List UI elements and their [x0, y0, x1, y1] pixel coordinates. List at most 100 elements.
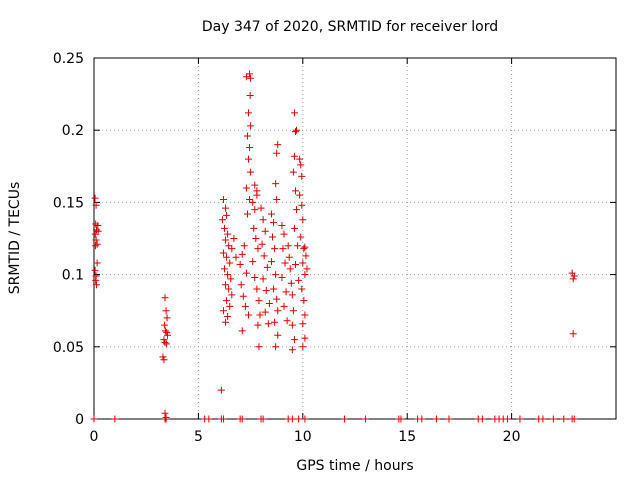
- data-point: [570, 415, 578, 423]
- data-point: [161, 338, 169, 346]
- data-point: [261, 308, 269, 316]
- data-point: [301, 243, 309, 251]
- data-point: [251, 206, 259, 214]
- plot-frame: [93, 57, 617, 420]
- data-point: [272, 343, 280, 351]
- data-point: [279, 245, 287, 253]
- data-point: [93, 226, 101, 234]
- data-point: [92, 276, 100, 284]
- data-point: [284, 242, 292, 250]
- data-point: [254, 245, 262, 253]
- axis-ticks: 0 5 10 15 20 0 0.05 0.1 0.15 0.2 0.25: [53, 51, 616, 445]
- data-point: [232, 253, 240, 261]
- data-point: [298, 285, 306, 293]
- data-point: [246, 70, 254, 78]
- data-point: [299, 216, 307, 224]
- chart-title: Day 347 of 2020, SRMTID for receiver lor…: [202, 19, 498, 35]
- data-point: [291, 260, 299, 268]
- data-point: [221, 224, 228, 232]
- data-point: [91, 230, 99, 238]
- data-point: [278, 222, 286, 230]
- data-point: [549, 415, 557, 423]
- data-point: [286, 265, 294, 273]
- data-point: [217, 386, 225, 394]
- data-point: [223, 253, 231, 261]
- data-point: [162, 415, 170, 423]
- data-point: [241, 302, 249, 310]
- data-point: [280, 230, 288, 238]
- data-point: [219, 249, 227, 257]
- data-point: [161, 321, 169, 329]
- data-point: [560, 415, 568, 423]
- data-point: [293, 206, 301, 214]
- data-point: [159, 353, 167, 361]
- data-point: [228, 291, 236, 299]
- data-point: [290, 109, 298, 117]
- data-point: [297, 161, 305, 169]
- data-point: [224, 312, 232, 320]
- data-point: [297, 233, 305, 241]
- data-point: [289, 307, 297, 315]
- data-point: [301, 415, 309, 423]
- data-point: [299, 320, 307, 328]
- data-point: [569, 330, 577, 338]
- data-point: [258, 240, 266, 248]
- x-tick-label: 15: [398, 429, 416, 445]
- data-point: [270, 285, 278, 293]
- data-point: [219, 307, 227, 315]
- data-point: [290, 224, 298, 232]
- data-point: [160, 336, 168, 344]
- data-point: [163, 328, 171, 336]
- data-point: [223, 211, 231, 219]
- data-point: [263, 263, 271, 271]
- data-point: [265, 299, 273, 307]
- data-point: [253, 285, 261, 293]
- data-point: [288, 291, 296, 299]
- data-point: [341, 415, 349, 423]
- data-point: [250, 224, 258, 232]
- y-tick-label: 0.05: [53, 340, 84, 356]
- data-point: [222, 204, 230, 212]
- data-point: [274, 331, 282, 339]
- data-point: [161, 294, 169, 302]
- data-point: [222, 318, 230, 326]
- data-point: [267, 210, 275, 218]
- data-point: [299, 259, 307, 267]
- data-point: [221, 265, 228, 273]
- data-point: [300, 245, 308, 253]
- grid-lines: [94, 58, 616, 419]
- data-point: [227, 275, 235, 283]
- data-point: [223, 297, 231, 305]
- data-point: [239, 292, 247, 300]
- data-point: [255, 343, 263, 351]
- data-point: [247, 122, 255, 130]
- data-point: [290, 336, 298, 344]
- data-point: [219, 415, 227, 423]
- data-point: [261, 227, 269, 235]
- x-axis-label: GPS time / hours: [296, 458, 413, 474]
- data-point: [303, 265, 311, 273]
- data-points: [90, 70, 578, 423]
- data-point: [539, 415, 547, 423]
- data-point: [255, 297, 263, 305]
- data-point: [269, 233, 277, 241]
- data-point: [230, 235, 238, 242]
- data-point: [294, 242, 302, 250]
- data-point: [205, 415, 213, 423]
- data-point: [222, 236, 230, 244]
- data-point: [225, 242, 233, 250]
- data-point: [247, 168, 255, 176]
- data-point: [242, 269, 250, 277]
- x-tick-label: 0: [90, 429, 99, 445]
- data-point: [291, 187, 299, 195]
- x-tick-label: 5: [194, 429, 203, 445]
- data-point: [280, 302, 288, 310]
- data-point: [478, 415, 486, 423]
- data-point: [247, 74, 255, 82]
- data-point: [288, 321, 296, 329]
- data-point: [259, 415, 267, 423]
- y-tick-label: 0.25: [53, 51, 84, 67]
- data-point: [569, 275, 577, 283]
- data-point: [240, 242, 248, 250]
- data-point: [222, 281, 230, 289]
